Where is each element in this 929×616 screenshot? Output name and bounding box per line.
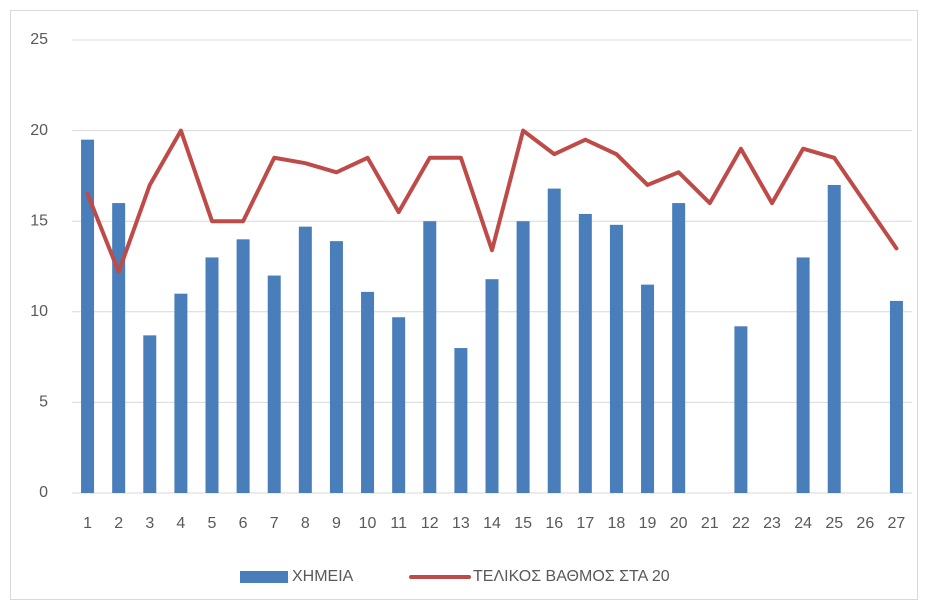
legend-swatch — [240, 571, 288, 583]
x-tick-label: 17 — [576, 515, 594, 532]
bar — [143, 335, 157, 493]
x-tick-label: 26 — [856, 515, 874, 532]
bar — [485, 279, 499, 493]
bar — [392, 317, 406, 493]
x-tick-label: 2 — [114, 515, 123, 532]
x-tick-label: 21 — [701, 515, 719, 532]
bar — [672, 203, 686, 493]
bar — [112, 203, 126, 493]
x-tick-label: 24 — [794, 515, 812, 532]
x-tick-label: 6 — [239, 515, 248, 532]
bar — [423, 221, 437, 493]
x-tick-label: 3 — [145, 515, 154, 532]
chart-border — [10, 10, 918, 600]
bar — [361, 291, 375, 493]
x-tick-label: 15 — [514, 515, 532, 532]
x-tick-label: 5 — [208, 515, 217, 532]
y-tick-label: 25 — [30, 31, 48, 48]
bar — [329, 241, 343, 493]
x-tick-label: 20 — [670, 515, 688, 532]
bar — [889, 300, 903, 493]
bar — [578, 213, 592, 493]
x-tick-label: 4 — [176, 515, 185, 532]
bar — [734, 326, 748, 493]
bar — [827, 184, 841, 493]
x-tick-label: 14 — [483, 515, 501, 532]
bar — [205, 257, 219, 493]
x-tick-label: 12 — [421, 515, 439, 532]
bar — [236, 239, 250, 493]
bar — [81, 139, 95, 493]
bar — [298, 226, 312, 494]
bar — [796, 257, 810, 493]
x-tick-label: 11 — [390, 515, 407, 532]
x-tick-label: 1 — [83, 515, 92, 532]
bar — [516, 221, 530, 493]
bar — [454, 348, 468, 493]
y-tick-label: 10 — [30, 303, 48, 320]
y-tick-label: 0 — [39, 484, 48, 501]
x-tick-label: 16 — [545, 515, 563, 532]
x-tick-label: 10 — [359, 515, 377, 532]
x-tick-label: 18 — [608, 515, 626, 532]
x-tick-label: 25 — [825, 515, 843, 532]
x-tick-label: 8 — [301, 515, 310, 532]
x-tick-label: 7 — [270, 515, 279, 532]
y-tick-label: 20 — [30, 122, 48, 139]
x-tick-label: 23 — [763, 515, 781, 532]
bar — [609, 224, 623, 493]
bar — [641, 284, 655, 493]
x-tick-label: 27 — [888, 515, 906, 532]
line — [85, 128, 899, 274]
x-tick-label: 22 — [732, 515, 750, 532]
bar — [547, 188, 561, 494]
y-tick-label: 5 — [39, 394, 48, 411]
x-tick-label: 9 — [332, 515, 341, 532]
x-tick-label: 13 — [452, 515, 470, 532]
legend-label: ΤΕΛΙΚΟΣ ΒΑΘΜΟΣ ΣΤΑ 20 — [473, 568, 670, 585]
bar — [267, 275, 281, 493]
x-tick-label: 19 — [639, 515, 657, 532]
y-tick-label: 15 — [30, 212, 48, 229]
bar — [174, 293, 188, 493]
legend-label: ΧΗΜΕΙΑ — [292, 568, 354, 585]
